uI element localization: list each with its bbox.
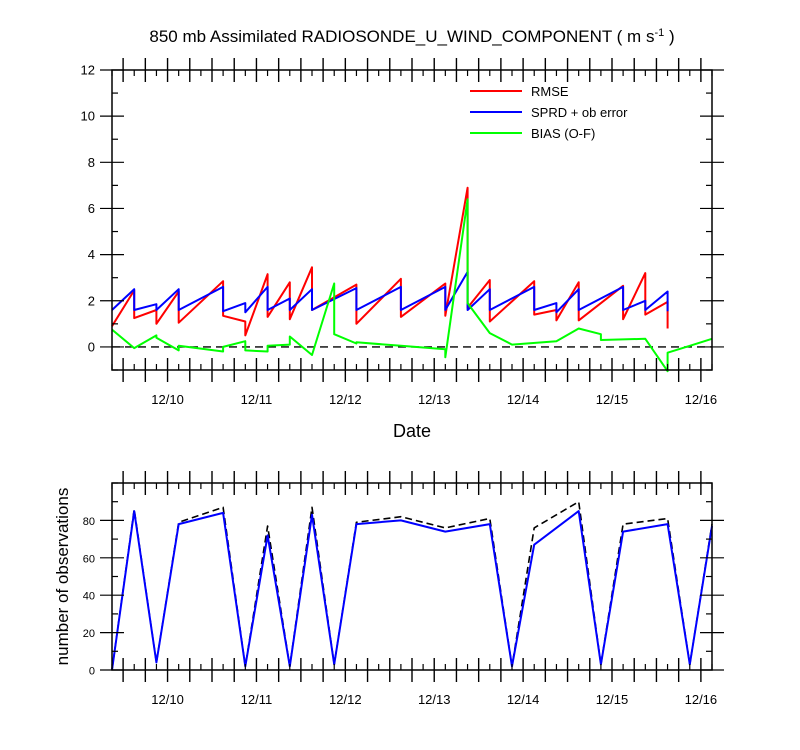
series-used xyxy=(111,510,713,671)
y-tick-label: 40 xyxy=(83,591,95,603)
x-tick-label: 12/11 xyxy=(241,392,273,407)
y-tick-label: 0 xyxy=(88,339,95,354)
x-tick-label: 12/13 xyxy=(418,392,451,407)
bottom-panel: 12/10 12/11 12/12 12/13 12/14 12/15 12/16 0 20 40… xyxy=(53,471,724,707)
y-tick-label: 0 xyxy=(89,666,95,678)
y-tick-label: 6 xyxy=(88,201,95,216)
legend-label: RMSE xyxy=(531,84,569,99)
y-tick-label: 10 xyxy=(81,109,95,124)
bottom-series-layer xyxy=(111,500,713,671)
y-tick-label: 80 xyxy=(83,516,95,528)
legend-label: BIAS (O-F) xyxy=(531,126,595,141)
x-tick-label: 12/16 xyxy=(685,692,718,707)
series-possible xyxy=(111,500,713,671)
x-tick-label: 12/15 xyxy=(596,392,629,407)
legend-label: SPRD + ob error xyxy=(531,105,628,120)
x-tick-label: 12/13 xyxy=(418,692,451,707)
series-rmse xyxy=(111,186,669,337)
x-tick-label: 12/16 xyxy=(685,392,718,407)
legend: RMSE SPRD + ob error BIAS (O-F) xyxy=(470,84,628,141)
top-series-layer xyxy=(111,186,713,373)
x-tick-label: 12/14 xyxy=(507,392,540,407)
y-tick-label: 60 xyxy=(83,553,95,565)
x-tick-label: 12/14 xyxy=(507,692,540,707)
y-tick-label: 8 xyxy=(88,155,95,170)
bottom-y-axis-label: number of observations xyxy=(53,488,72,666)
top-x-axis-label: Date xyxy=(393,421,431,441)
bottom-plot-frame xyxy=(111,482,713,671)
x-tick-label: 12/10 xyxy=(151,692,184,707)
chart-title: 850 mb Assimilated RADIOSONDE_U_WIND_COM… xyxy=(149,27,674,46)
bottom-ticks: 12/10 12/11 12/12 12/13 12/14 12/15 12/16 0 20 40… xyxy=(83,471,724,707)
x-tick-label: 12/10 xyxy=(151,392,184,407)
x-tick-label: 12/12 xyxy=(329,692,362,707)
top-panel: RMSE SPRD + ob error BIAS (O-F) 12/10 12/11… xyxy=(81,58,724,441)
y-tick-label: 20 xyxy=(83,628,95,640)
series-sprd-ob-error xyxy=(111,270,669,314)
y-tick-label: 12 xyxy=(81,63,95,78)
x-tick-label: 12/12 xyxy=(329,392,362,407)
y-tick-label: 4 xyxy=(88,247,95,262)
top-ticks: 12/10 12/11 12/12 12/13 12/14 12/15 12/16 0 2 4 6 8… xyxy=(81,58,724,407)
y-tick-label: 2 xyxy=(88,293,95,308)
series-bias-o-f xyxy=(111,198,713,373)
x-tick-label: 12/11 xyxy=(241,692,273,707)
x-tick-label: 12/15 xyxy=(596,692,629,707)
